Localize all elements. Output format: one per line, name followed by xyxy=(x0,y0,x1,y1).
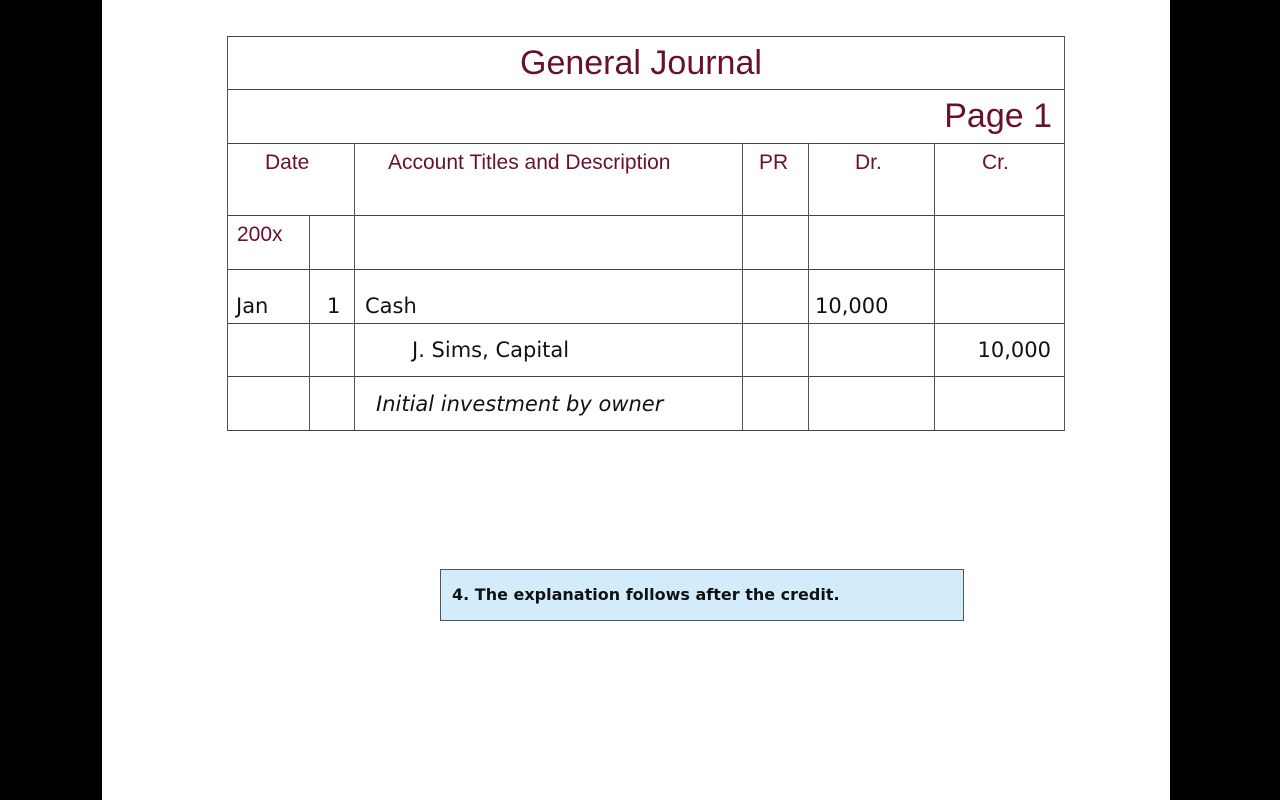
callout-box: 4. The explanation follows after the cre… xyxy=(440,569,964,621)
callout-text: 4. The explanation follows after the cre… xyxy=(452,585,840,604)
header-date: Date xyxy=(265,151,310,174)
year-cell: 200x xyxy=(237,223,283,246)
account-cell: J. Sims, Capital xyxy=(412,338,570,362)
page-number: Page 1 xyxy=(944,97,1052,135)
account-cell: Cash xyxy=(365,294,417,318)
header-pr: PR xyxy=(759,151,789,174)
header-cr: Cr. xyxy=(982,151,1009,174)
header-dr: Dr. xyxy=(855,151,882,174)
journal-title: General Journal xyxy=(520,44,762,82)
credit-cell: 10,000 xyxy=(977,338,1051,362)
header-account: Account Titles and Description xyxy=(388,151,671,174)
month-cell: Jan xyxy=(236,294,269,318)
debit-cell: 10,000 xyxy=(815,294,889,318)
slide xyxy=(102,0,1170,800)
explanation-cell: Initial investment by owner xyxy=(376,392,664,416)
day-cell: 1 xyxy=(327,294,341,318)
